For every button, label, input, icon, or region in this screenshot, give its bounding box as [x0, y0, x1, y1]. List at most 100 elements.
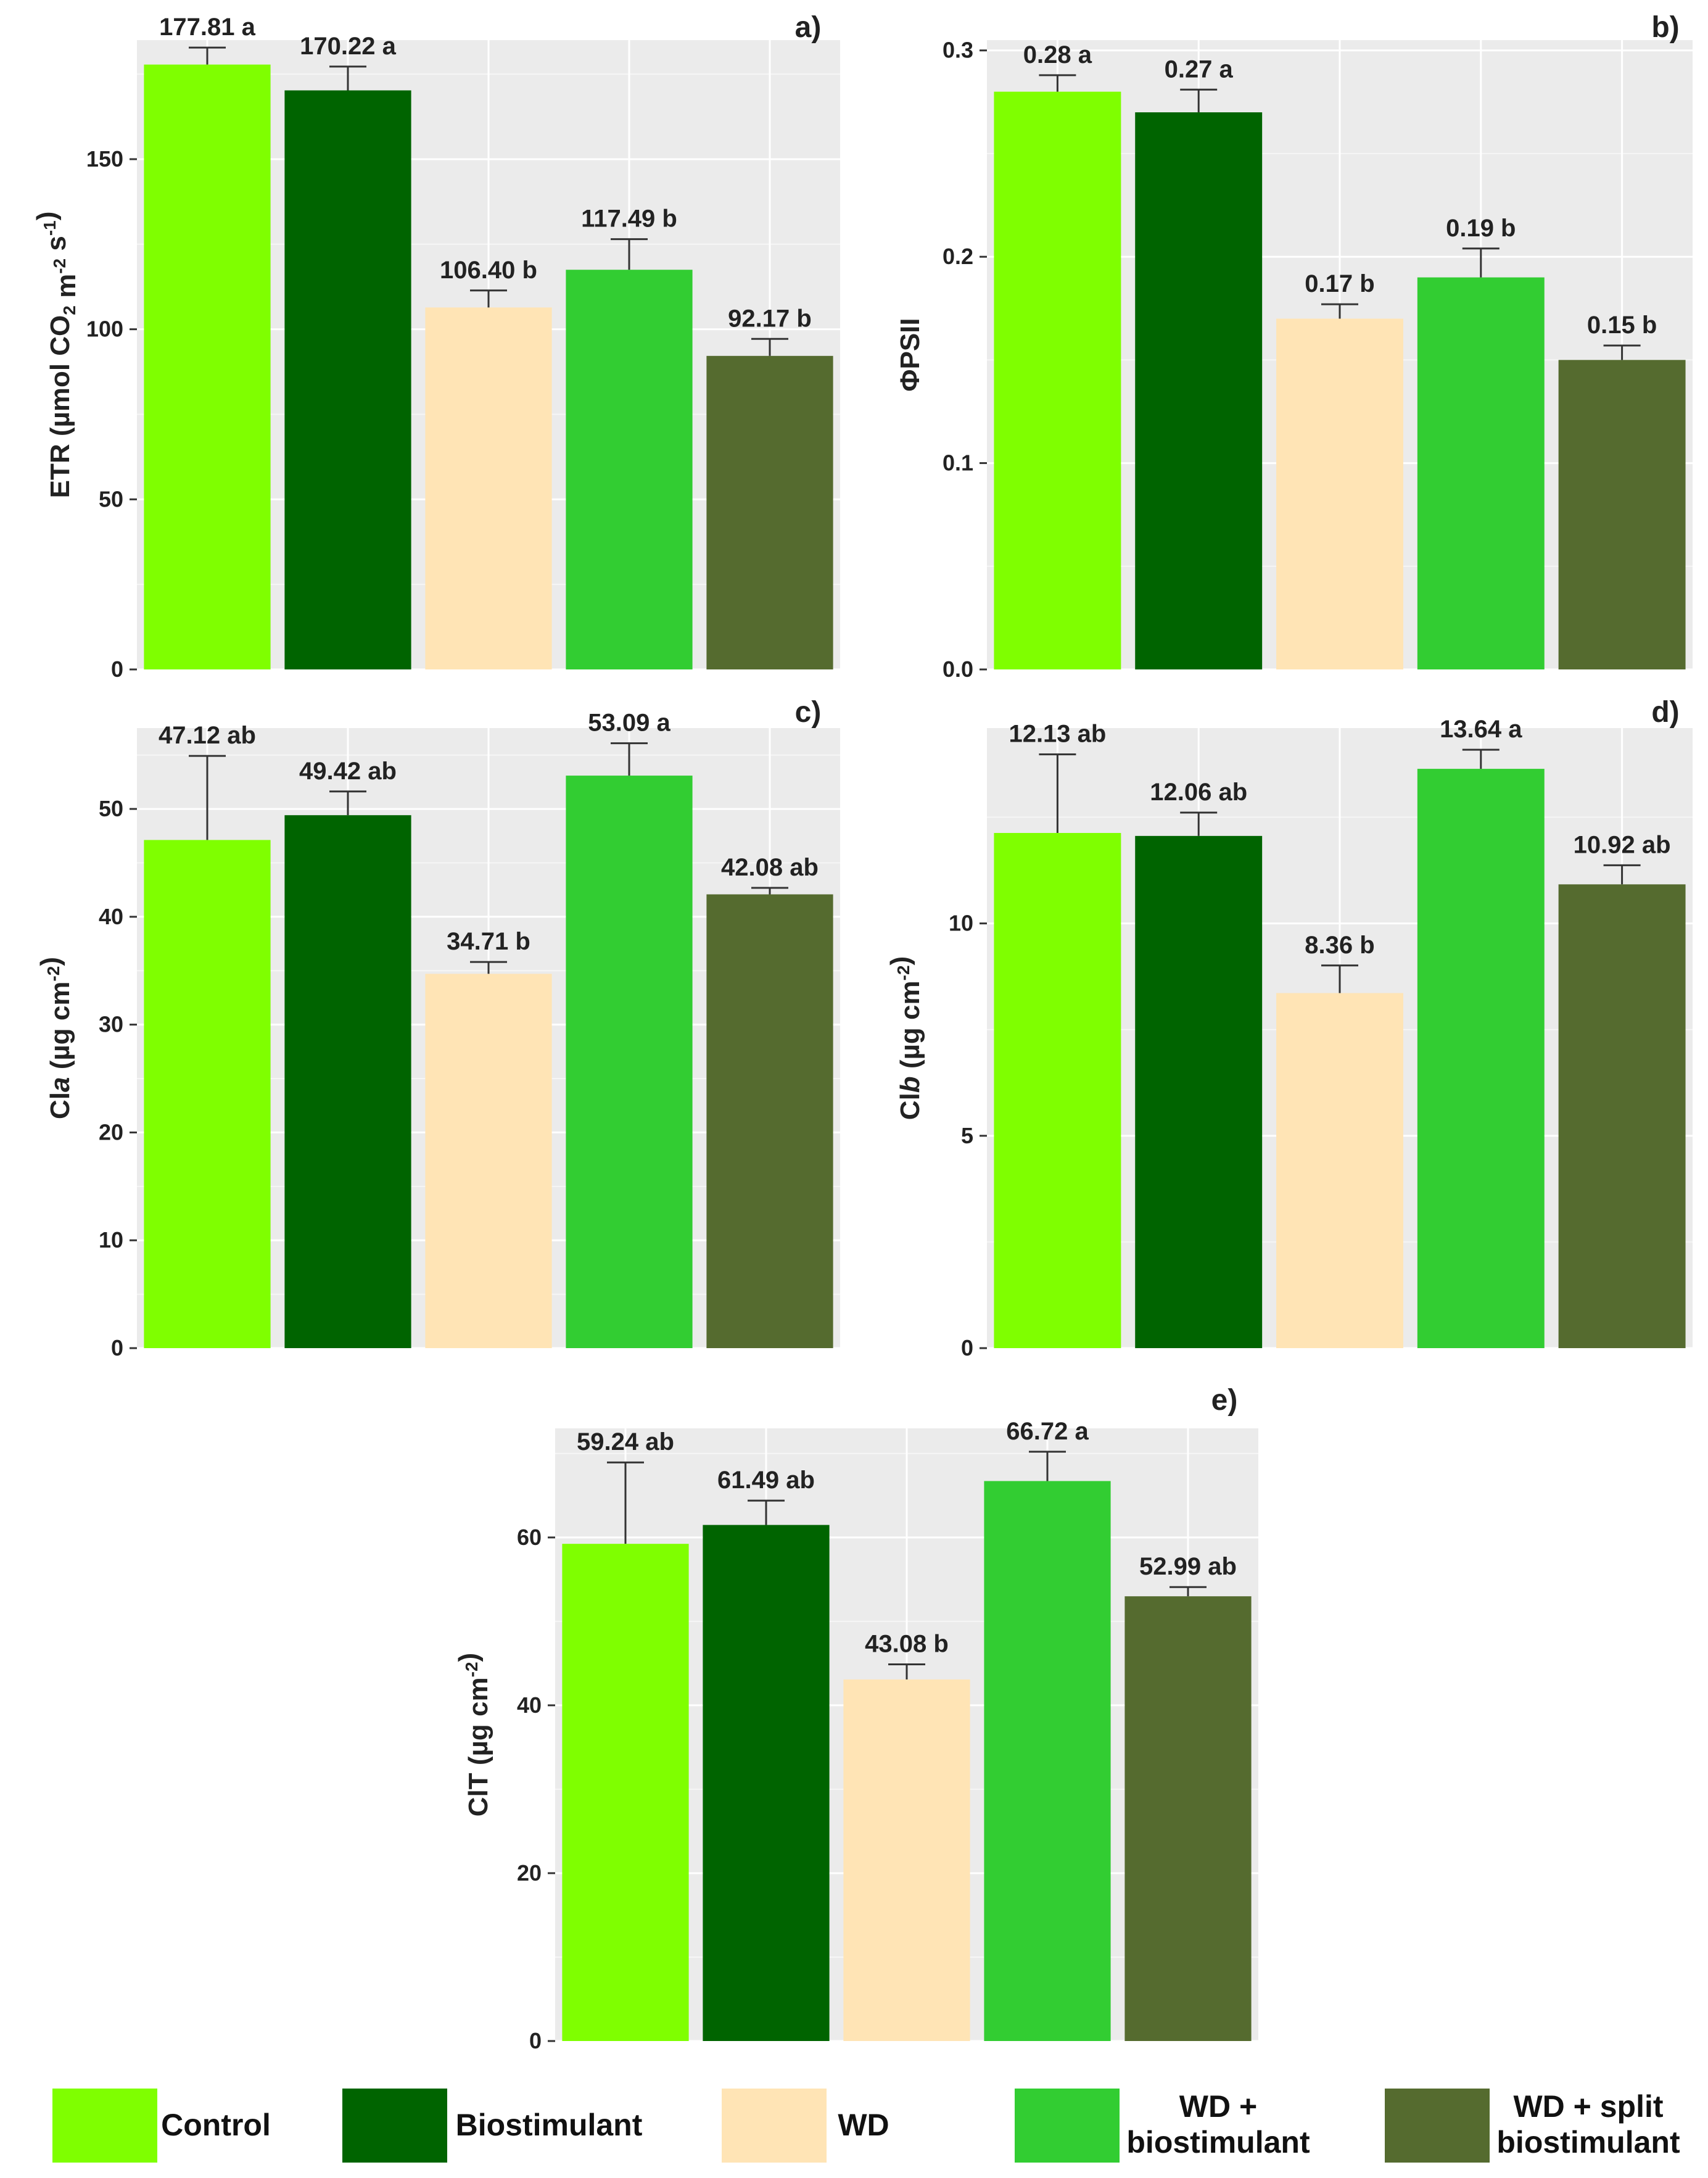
data-label: 92.17 b: [728, 305, 812, 332]
data-label: 13.64 a: [1440, 716, 1522, 743]
legend-label-wd-split-line2: biostimulant: [1496, 2125, 1680, 2159]
legend-item-wd-biostimulant: WD + biostimulant: [1015, 2089, 1335, 2169]
bar: [566, 776, 693, 1348]
data-label: 59.24 ab: [577, 1428, 674, 1455]
chart-panel-d: 0 5 10 12.13 ab 12.06 ab 8.36 b 13.64 a 10.92 a…: [885, 696, 1693, 1360]
bar: [562, 1544, 689, 2041]
data-label: 12.06 ab: [1150, 779, 1247, 806]
legend-swatch-wd: [722, 2089, 827, 2163]
chart-panel-a: 0 50 100 150 177.81 a 170.22 a 106.40 b 117.49 …: [31, 11, 840, 682]
data-label: 49.42 ab: [299, 758, 397, 785]
legend-swatch-control: [52, 2089, 157, 2163]
bar: [703, 1525, 830, 2041]
data-label: 66.72 a: [1006, 1418, 1089, 1445]
panel-label: e): [1211, 1384, 1238, 1417]
y-axis-label: ETR (µmol CO2 m-2 s-1): [31, 212, 81, 499]
legend-label-wd-biostimulant-line2: biostimulant: [1126, 2125, 1310, 2159]
chart-panel-b: 0.0 0.1 0.2 0.3 0.28 a 0.27 a 0.17 b 0.19 b 0.15…: [895, 11, 1693, 682]
data-label: 12.13 ab: [1009, 721, 1106, 748]
bar: [1276, 318, 1403, 669]
y-tick-label: 0.2: [943, 244, 973, 269]
bar: [144, 840, 271, 1348]
y-tick-label: 50: [99, 486, 123, 511]
legend-item-biostimulant: Biostimulant: [342, 2089, 663, 2169]
data-label: 0.19 b: [1446, 215, 1516, 242]
bar: [1124, 1596, 1252, 2041]
y-tick-label: 50: [99, 796, 123, 821]
y-tick-label: 0: [961, 1335, 973, 1360]
y-tick-label: 0.0: [943, 656, 973, 682]
data-label: 47.12 ab: [159, 722, 256, 749]
data-label: 52.99 ab: [1139, 1553, 1237, 1580]
data-label: 0.27 a: [1165, 56, 1234, 83]
bar: [1558, 360, 1686, 669]
panel-label: d): [1651, 696, 1679, 729]
legend-label-wd: WD: [838, 2108, 889, 2142]
legend-label-wd-biostimulant-line1: WD +: [1179, 2089, 1258, 2124]
y-tick-label: 10: [99, 1227, 123, 1253]
legend-item-control: Control: [52, 2089, 299, 2169]
chart-panel-e: 0 20 40 60 59.24 ab 61.49 ab 43.08 b 66.72 a 52.…: [453, 1384, 1258, 2053]
data-label: 43.08 b: [865, 1631, 949, 1658]
data-label: 0.17 b: [1305, 270, 1374, 297]
data-label: 34.71 b: [447, 928, 530, 955]
y-tick-label: 40: [99, 904, 123, 929]
bar: [843, 1679, 970, 2041]
legend-label-biostimulant: Biostimulant: [455, 2108, 643, 2142]
y-tick-label: 5: [961, 1123, 973, 1148]
bar: [1135, 835, 1263, 1348]
bar: [984, 1481, 1111, 2041]
y-tick-label: 0: [111, 656, 123, 682]
bar: [706, 894, 833, 1348]
bar: [425, 974, 552, 1348]
bar: [284, 815, 411, 1348]
bar: [1417, 277, 1545, 669]
legend-label-wd-split-line1: WD + split: [1513, 2089, 1664, 2124]
panel-label: c): [795, 696, 822, 729]
legend-label-control: Control: [161, 2108, 271, 2142]
panel-label: b): [1651, 11, 1679, 44]
data-label: 117.49 b: [581, 205, 677, 233]
data-label: 0.15 b: [1587, 312, 1657, 339]
legend-label-wd-split-biostimulant: WD + split biostimulant: [1490, 2089, 1687, 2160]
y-axis-label: ΦPSII: [895, 318, 925, 391]
data-label: 42.08 ab: [721, 854, 819, 881]
data-label: 170.22 a: [300, 33, 396, 60]
y-axis-label: Cla (µg cm-2): [35, 957, 75, 1119]
data-label: 61.49 ab: [717, 1467, 815, 1494]
bar: [1276, 993, 1403, 1348]
y-axis-label: Clb (µg cm-2): [885, 956, 925, 1120]
y-tick-label: 20: [99, 1119, 123, 1145]
data-label: 106.40 b: [440, 257, 537, 284]
data-label: 10.92 ab: [1574, 831, 1671, 858]
y-tick-label: 30: [99, 1012, 123, 1037]
legend-item-wd: WD: [722, 2089, 944, 2169]
y-axis-label: ClT (µg cm-2): [453, 1653, 493, 1816]
legend-label-wd-biostimulant: WD + biostimulant: [1116, 2089, 1320, 2160]
legend-swatch-wd-split-biostimulant: [1385, 2089, 1490, 2163]
y-tick-label: 20: [517, 1860, 542, 1886]
bar: [284, 90, 411, 669]
data-label: 8.36 b: [1305, 932, 1374, 959]
bar: [1135, 112, 1263, 669]
y-tick-label: 10: [949, 911, 973, 936]
bar: [566, 270, 693, 669]
bar: [425, 307, 552, 669]
y-tick-label: 0: [529, 2028, 542, 2053]
data-label: 177.81 a: [159, 14, 255, 41]
legend-swatch-biostimulant: [342, 2089, 447, 2163]
legend-swatch-wd-biostimulant: [1015, 2089, 1120, 2163]
y-tick-label: 40: [517, 1692, 542, 1718]
y-tick-label: 100: [86, 317, 123, 342]
bar: [994, 91, 1121, 669]
y-tick-label: 60: [517, 1525, 542, 1550]
bar: [1558, 884, 1686, 1348]
y-tick-label: 0.3: [943, 38, 973, 63]
y-tick-label: 0: [111, 1335, 123, 1360]
bar: [1417, 769, 1545, 1348]
y-tick-label: 0.1: [943, 450, 973, 476]
data-label: 0.28 a: [1023, 41, 1092, 68]
bar: [994, 833, 1121, 1348]
bar: [144, 64, 271, 670]
